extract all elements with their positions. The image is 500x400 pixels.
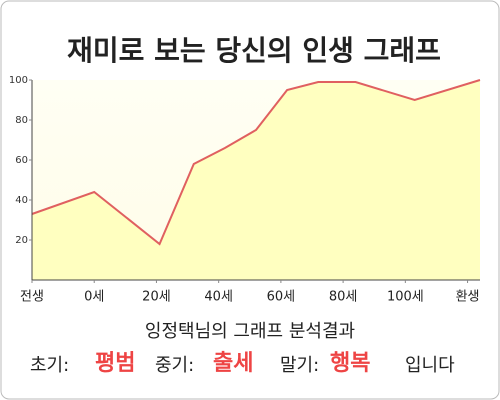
x-tick-label: 환생 bbox=[456, 290, 480, 305]
chart-title: 재미로 보는 당신의 인생 그래프 bbox=[67, 34, 441, 67]
ending: 입니다 bbox=[405, 355, 455, 376]
x-tick-label: 100세 bbox=[387, 290, 424, 305]
x-tick-label: 60세 bbox=[267, 290, 296, 305]
y-tick-label: 80 bbox=[15, 115, 28, 126]
y-tick-label: 100 bbox=[9, 75, 28, 86]
x-tick-label: 20세 bbox=[142, 290, 171, 305]
x-tick-label: 0세 bbox=[84, 290, 104, 305]
late-value: 행복 bbox=[330, 351, 370, 376]
analysis-heading: 잉정택님의 그래프 분석결과 bbox=[145, 321, 355, 342]
y-tick-label: 60 bbox=[15, 155, 28, 166]
middle-value: 출세 bbox=[213, 351, 253, 376]
early-value: 평범 bbox=[95, 351, 135, 376]
x-tick-label: 80세 bbox=[329, 290, 358, 305]
x-tick-label: 40세 bbox=[204, 290, 233, 305]
early-label: 초기: bbox=[30, 355, 69, 376]
y-tick-label: 20 bbox=[15, 235, 28, 246]
line bbox=[31, 79, 481, 246]
area-fill bbox=[32, 80, 480, 280]
late-label: 말기: bbox=[280, 355, 319, 376]
middle-label: 중기: bbox=[155, 355, 194, 376]
y-tick-label: 40 bbox=[15, 195, 28, 206]
x-tick-label: 전생 bbox=[20, 290, 44, 305]
